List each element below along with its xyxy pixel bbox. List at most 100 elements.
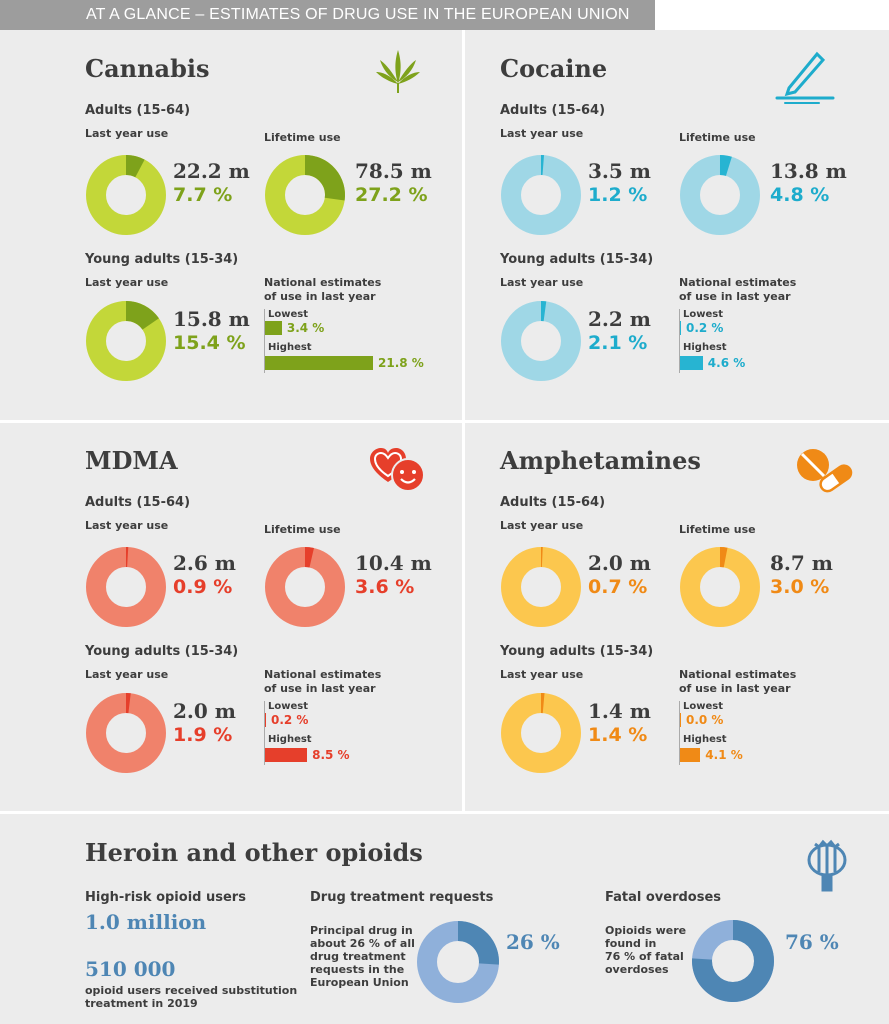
amphetamines-adult-life-pct: 3.0 % <box>770 576 830 598</box>
substitution-text-2: treatment in 2019 <box>85 997 198 1010</box>
cannabis-highest-value: 21.8 % <box>378 356 424 370</box>
cocaine-adult-last-label: Last year use <box>500 127 584 140</box>
mdma-young-last-label: Last year use <box>85 668 169 681</box>
amphetamines-adult-life-donut <box>680 547 760 627</box>
cannabis-lowest-label: Lowest <box>268 309 308 320</box>
treatment-donut <box>417 921 499 1003</box>
cocaine-highest-label: Highest <box>683 342 727 353</box>
mdma-adult-life-donut <box>265 547 345 627</box>
amphetamines-lowest-bar <box>680 713 681 727</box>
cannabis-panel <box>0 30 462 420</box>
mdma-young-label: Young adults (15-34) <box>85 644 239 659</box>
amphetamines-highest-bar <box>680 748 701 762</box>
mdma-adult-last-pct: 0.9 % <box>173 576 233 598</box>
overdose-donut-slice <box>692 920 774 1002</box>
amphetamines-highest-value: 4.1 % <box>705 748 743 762</box>
cocaine-adult-life-donut <box>680 155 760 235</box>
cocaine-adult-last-count: 3.5 m <box>588 159 651 183</box>
cocaine-young-last-count: 2.2 m <box>588 307 651 331</box>
mdma-highest-label: Highest <box>268 734 312 745</box>
amphetamines-young-last-pct: 1.4 % <box>588 724 648 746</box>
substitution-value: 510 000 <box>85 957 176 981</box>
amphetamines-young-label: Young adults (15-34) <box>500 644 654 659</box>
amphetamines-adult-last-label: Last year use <box>500 519 584 532</box>
cannabis-adult-life-donut <box>265 155 345 235</box>
mdma-adult-life-label: Lifetime use <box>264 523 341 536</box>
mdma-lowest-bar <box>265 713 266 727</box>
cocaine-adult-life-count: 13.8 m <box>770 159 847 183</box>
cannabis-young-label: Young adults (15-34) <box>85 252 239 267</box>
cocaine-adults-label: Adults (15-64) <box>500 103 606 118</box>
overdose-label: Fatal overdoses <box>605 890 722 905</box>
cocaine-young-label: Young adults (15-34) <box>500 252 654 267</box>
poppy-icon <box>807 839 847 892</box>
amphetamines-adult-life-label: Lifetime use <box>679 523 756 536</box>
overdose-text: Opioids were found in 76 % of fatal over… <box>605 924 686 976</box>
mdma-national-axis <box>264 701 265 765</box>
amphetamines-lowest-label: Lowest <box>683 701 723 712</box>
cannabis-adults-label: Adults (15-64) <box>85 103 191 118</box>
cocaine-national-axis <box>679 309 680 373</box>
treatment-text-line: about 26 % of all <box>310 937 415 950</box>
cannabis-young-last-label: Last year use <box>85 276 169 289</box>
cannabis-national-axis <box>264 309 265 373</box>
cannabis-young-last-donut-slice <box>125 301 159 331</box>
mdma-panel <box>0 423 462 811</box>
overdose-pct: 76 % <box>785 930 839 954</box>
cannabis-adult-life-pct: 27.2 % <box>355 184 428 206</box>
amphetamines-title: Amphetamines <box>500 446 701 475</box>
treatment-text-line: drug treatment <box>310 950 406 963</box>
cocaine-lowest-value: 0.2 % <box>686 321 724 335</box>
cocaine-line-icon <box>775 51 835 104</box>
amphetamines-national-label-2: of use in last year <box>679 682 791 695</box>
amphetamines-adult-last-donut <box>501 547 581 627</box>
mdma-adult-life-donut-slice <box>304 547 314 568</box>
substitution-text-1: opioid users received substitution <box>85 984 298 997</box>
high-risk-value: 1.0 million <box>85 910 207 934</box>
mdma-adult-last-label: Last year use <box>85 519 169 532</box>
cannabis-adult-last-donut-slice <box>125 155 145 178</box>
overdose-text-line: 76 % of fatal <box>605 950 684 963</box>
cocaine-title: Cocaine <box>500 54 608 83</box>
cannabis-young-last-count: 15.8 m <box>173 307 250 331</box>
amphetamines-young-last-donut <box>501 693 581 773</box>
mdma-adult-life-count: 10.4 m <box>355 551 432 575</box>
pill-icon <box>797 449 853 493</box>
overdose-text-line: Opioids were <box>605 924 687 937</box>
amphetamines-highest-label: Highest <box>683 734 727 745</box>
amphetamines-adult-life-count: 8.7 m <box>770 551 833 575</box>
mdma-adult-life-pct: 3.6 % <box>355 576 415 598</box>
treatment-label: Drug treatment requests <box>310 890 494 905</box>
cocaine-young-last-pct: 2.1 % <box>588 332 648 354</box>
cocaine-young-last-donut <box>501 301 581 381</box>
amphetamines-young-last-label: Last year use <box>500 668 584 681</box>
cocaine-national-estimates: Lowest 0.2 % Highest 4.6 % <box>679 309 849 375</box>
cannabis-adult-life-count: 78.5 m <box>355 159 432 183</box>
treatment-text-line: requests in the <box>310 963 405 976</box>
treatment-pct: 26 % <box>506 930 560 954</box>
mdma-lowest-value: 0.2 % <box>271 713 309 727</box>
mdma-adults-label: Adults (15-64) <box>85 495 191 510</box>
amphetamines-adult-life-donut-slice <box>719 547 728 568</box>
amphetamines-national-estimates: Lowest 0.0 % Highest 4.1 % <box>679 701 849 767</box>
mdma-young-last-count: 2.0 m <box>173 699 236 723</box>
cocaine-young-last-label: Last year use <box>500 276 584 289</box>
amphetamines-lowest-value: 0.0 % <box>686 713 724 727</box>
mdma-lowest-label: Lowest <box>268 701 308 712</box>
cannabis-title: Cannabis <box>85 54 210 83</box>
mdma-young-last-pct: 1.9 % <box>173 724 233 746</box>
cannabis-young-last-pct: 15.4 % <box>173 332 246 354</box>
cocaine-lowest-bar <box>680 321 681 335</box>
cannabis-leaf-icon <box>376 50 420 93</box>
treatment-donut-slice <box>457 921 499 965</box>
cannabis-adult-life-label: Lifetime use <box>264 131 341 144</box>
overdose-text-line: overdoses <box>605 963 669 976</box>
cocaine-national-label-1: National estimates <box>679 276 797 289</box>
cocaine-adult-last-donut <box>501 155 581 235</box>
cannabis-adult-last-label: Last year use <box>85 127 169 140</box>
mdma-title: MDMA <box>85 446 178 475</box>
mdma-adult-last-count: 2.6 m <box>173 551 236 575</box>
cannabis-highest-label: Highest <box>268 342 312 353</box>
cocaine-adult-last-pct: 1.2 % <box>588 184 648 206</box>
treatment-text: Principal drug in about 26 % of all drug… <box>310 924 415 989</box>
